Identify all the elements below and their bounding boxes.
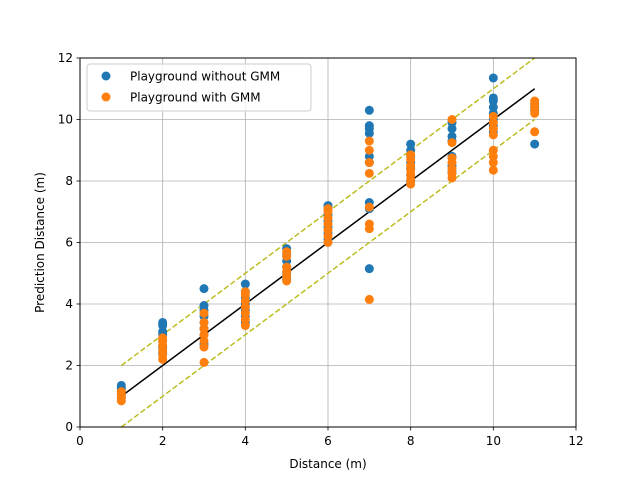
series-2-point	[116, 387, 126, 397]
series-2-point	[488, 145, 498, 155]
y-tick-label: 6	[65, 236, 73, 250]
x-tick-label: 0	[76, 434, 84, 448]
series-2-point	[323, 219, 333, 229]
series-2-point	[240, 287, 250, 297]
series-2-point	[323, 238, 333, 247]
series-1-point	[364, 264, 374, 274]
series-1-point	[406, 139, 416, 149]
series-2-point	[530, 127, 540, 137]
axis-ticks: 0 2 4 6 8 10 12 0 2 4 6 8 10 12	[58, 51, 584, 448]
series-2-point	[364, 136, 374, 146]
series-2-point	[282, 262, 292, 272]
legend: Playground without GMM Playground with GM…	[86, 63, 312, 112]
series-2-point	[488, 130, 498, 140]
series-2-point	[199, 357, 209, 367]
series-2-point	[240, 296, 250, 306]
series-2-point	[488, 111, 498, 121]
series-2-point	[406, 161, 416, 171]
series-2-point	[488, 151, 498, 161]
series-2-point	[282, 247, 292, 257]
series-2-point	[447, 115, 457, 124]
series-2-point	[447, 164, 457, 174]
series-2-point	[199, 324, 209, 334]
y-tick-label: 12	[58, 51, 73, 65]
series-2-point	[240, 302, 250, 312]
series-2-point	[364, 168, 374, 178]
series-2-point	[158, 333, 168, 343]
series-2-point	[199, 317, 209, 327]
series-2-point	[240, 321, 250, 331]
x-tick-label: 12	[568, 434, 583, 448]
series-1-point	[158, 327, 168, 337]
series-1-point	[488, 102, 498, 112]
legend-marker	[101, 71, 111, 81]
y-tick-label: 0	[65, 420, 73, 434]
series-2-point	[364, 158, 374, 168]
x-tick-label: 6	[324, 434, 332, 448]
x-tick-label: 4	[242, 434, 250, 448]
series-2-point	[323, 225, 333, 235]
legend-box	[86, 63, 312, 112]
y-axis-label: Prediction Distance (m)	[33, 172, 47, 313]
y-tick-label: 4	[65, 297, 73, 311]
series-1-point	[530, 139, 540, 149]
series-1-point	[488, 93, 498, 103]
series-2-point	[199, 330, 209, 340]
x-tick-label: 8	[407, 434, 415, 448]
y-tick-label: 2	[65, 359, 73, 373]
series-2-point	[199, 342, 209, 352]
series-2-point	[364, 145, 374, 155]
series-2-point	[323, 231, 333, 241]
series-2-point	[199, 336, 209, 346]
series-1-point	[158, 317, 168, 327]
data-points	[116, 73, 540, 406]
series-2-point	[447, 138, 457, 148]
series-2-point	[530, 96, 540, 106]
y-tick-label: 8	[65, 174, 73, 188]
series-2-point	[323, 213, 333, 223]
series-2-point	[240, 314, 250, 324]
y-tick-label: 10	[58, 113, 73, 127]
series-2-point	[364, 294, 374, 304]
series-2-point	[488, 158, 498, 168]
series-1-point	[488, 73, 498, 83]
series-2-point	[199, 308, 209, 318]
legend-label: Playground without GMM	[130, 70, 280, 84]
series-1-point	[199, 301, 209, 311]
series-1-point	[447, 131, 457, 141]
series-1-point	[364, 121, 374, 131]
series-1-point	[199, 284, 209, 294]
series-2-point	[406, 150, 416, 160]
series-2-point	[364, 219, 374, 229]
x-tick-label: 2	[159, 434, 167, 448]
series-2-point	[364, 202, 374, 212]
series-1-point	[364, 151, 374, 161]
series-2-point	[488, 124, 498, 134]
series-2-point	[447, 153, 457, 163]
legend-marker	[101, 92, 111, 102]
lower-bound-line	[120, 118, 536, 428]
series-1-point	[364, 105, 374, 115]
series-2-point	[488, 118, 498, 128]
series-2-point	[488, 165, 498, 175]
series-1-point	[240, 279, 250, 289]
series-2-point	[323, 204, 333, 214]
series-1-point	[116, 380, 126, 390]
series-1-point	[447, 124, 457, 134]
x-axis-label: Distance (m)	[289, 457, 366, 471]
x-tick-label: 10	[486, 434, 501, 448]
series-2-point	[240, 308, 250, 318]
legend-label: Playground with GMM	[130, 91, 261, 105]
